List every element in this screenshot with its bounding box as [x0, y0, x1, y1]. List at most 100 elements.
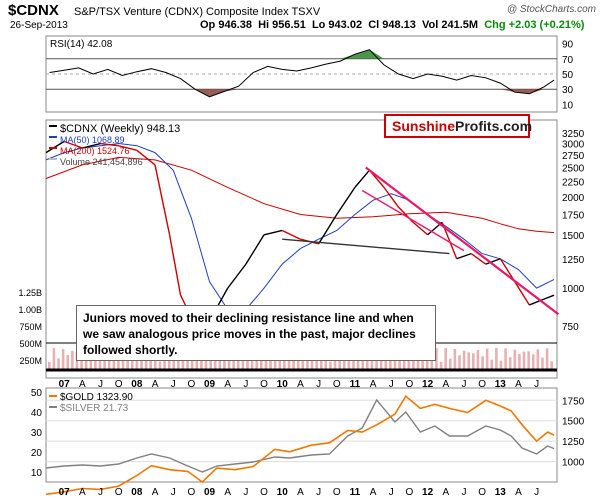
stockcharts-credit: @ StockCharts.com: [506, 4, 596, 15]
price-x-tick-label: A: [515, 379, 522, 390]
price-x-tick-label: 13: [495, 379, 507, 390]
silver-legend-swatch: [49, 406, 57, 408]
rsi-legend-label: RSI(14) 42.08: [50, 39, 113, 50]
silver-tick-label: 40: [31, 408, 43, 419]
price-x-tick-label: J: [243, 379, 248, 390]
price-segment: [82, 142, 101, 149]
sunshine-profits-logo: SunshineProfits.com: [384, 114, 533, 138]
volume-bar: [287, 356, 291, 370]
gs-x-tick-label: O: [115, 487, 123, 498]
gs-x-tick-label: O: [333, 487, 341, 498]
volume-bar: [508, 357, 512, 370]
price-x-tick-label: 10: [277, 379, 289, 390]
price-x-tick-label: A: [297, 379, 304, 390]
volume-bar: [513, 349, 517, 370]
volume-bar: [490, 359, 494, 370]
rsi-tick-label: 10: [562, 100, 574, 111]
chart-date: 26-Sep-2013: [10, 20, 68, 31]
gs-x-tick-label: J: [98, 487, 103, 498]
gs-x-tick-label: A: [152, 487, 159, 498]
chart-header: $CDNX S&P/TSX Venture (CDNX) Composite I…: [0, 0, 602, 34]
gs-x-tick-label: O: [260, 487, 268, 498]
gs-x-tick-label: O: [406, 487, 414, 498]
volume-bar: [550, 361, 553, 370]
volume-bar: [149, 357, 152, 370]
volume-bar: [407, 353, 411, 370]
price-x-tick-label: 09: [204, 379, 216, 390]
volume-bar: [89, 356, 93, 370]
price-tick-label: 2500: [562, 164, 585, 175]
brand-part2: Profits.com: [455, 118, 533, 134]
volume-bar: [117, 356, 120, 370]
price-x-tick-label: 07: [59, 379, 71, 390]
open-value: Op 946.38: [200, 19, 252, 31]
volume-value: Vol 241.5M: [422, 19, 479, 31]
volume-bar: [536, 349, 540, 370]
ma200-line: [45, 156, 555, 234]
volume-bar: [370, 356, 374, 370]
ticker-symbol: $CDNX: [8, 2, 59, 19]
volume-bar: [71, 350, 74, 370]
price-segment: [412, 221, 429, 236]
price-x-tick-label: O: [478, 379, 486, 390]
price-segment: [63, 140, 83, 149]
volume-bar: [347, 354, 351, 370]
volume-bar: [499, 360, 503, 370]
volume-bar: [504, 348, 507, 370]
gs-x-tick-label: O: [478, 487, 486, 498]
price-tick-label: 2750: [562, 151, 585, 162]
trendline-support-line: [282, 238, 450, 255]
volume-tick-label: 250M: [19, 356, 42, 366]
gold-tick-label: 1250: [562, 437, 585, 448]
rsi-line: [49, 49, 555, 98]
gold-line: [45, 394, 555, 496]
price-x-tick-label: O: [406, 379, 414, 390]
volume-bar: [527, 351, 530, 370]
price-x-tick-label: O: [187, 379, 195, 390]
rsi-tick-label: 30: [562, 85, 574, 96]
volume-bar: [545, 348, 549, 370]
gold-tick-label: 1000: [562, 458, 585, 469]
volume-bar: [126, 353, 129, 370]
volume-bar: [48, 362, 51, 370]
price-legend-label: $CDNX (Weekly) 948.13: [60, 123, 180, 135]
volume-bar: [495, 348, 498, 370]
volume-bar: [167, 358, 171, 370]
rsi-tick-label: 90: [562, 40, 574, 51]
rsi-overbought-fill: [369, 49, 385, 59]
rsi-overbought-fill: [340, 54, 355, 59]
price-segment: [383, 186, 400, 208]
rsi-oversold-fill: [209, 89, 225, 97]
gs-x-tick-label: J: [243, 487, 248, 498]
price-legend-label: Volume 241,454,896: [60, 157, 143, 167]
price-tick-label: 2250: [562, 177, 585, 188]
price-tick-label: 750: [562, 322, 579, 333]
volume-bar: [158, 361, 162, 370]
volume-bar: [485, 348, 489, 370]
price-x-tick-label: J: [171, 379, 176, 390]
volume-bar: [80, 353, 83, 370]
index-name: S&P/TSX Venture (CDNX) Composite Index T…: [74, 6, 321, 18]
price-x-tick-label: A: [224, 379, 231, 390]
volume-bar: [522, 351, 526, 370]
brand-part1: Sunshine: [392, 118, 456, 134]
price-x-tick-label: O: [115, 379, 123, 390]
price-legend-swatch: [49, 125, 57, 127]
volume-bar: [296, 353, 300, 370]
gold-legend-swatch: [49, 395, 57, 397]
volume-bar: [481, 356, 484, 370]
price-x-tick-label: 12: [422, 379, 434, 390]
price-x-tick-label: O: [333, 379, 341, 390]
gs-x-tick-label: J: [534, 487, 539, 498]
volume-bar: [140, 354, 143, 370]
volume-bar: [453, 348, 457, 370]
ma50-line: [45, 142, 555, 310]
volume-bar: [301, 352, 305, 370]
gs-x-tick-label: 07: [59, 487, 71, 498]
gs-x-tick-label: 09: [204, 487, 216, 498]
gs-x-tick-label: J: [316, 487, 321, 498]
ohlc-readout: Op 946.38 Hi 956.51 Lo 943.02 Cl 948.13 …: [200, 19, 584, 31]
price-segment: [168, 234, 182, 296]
